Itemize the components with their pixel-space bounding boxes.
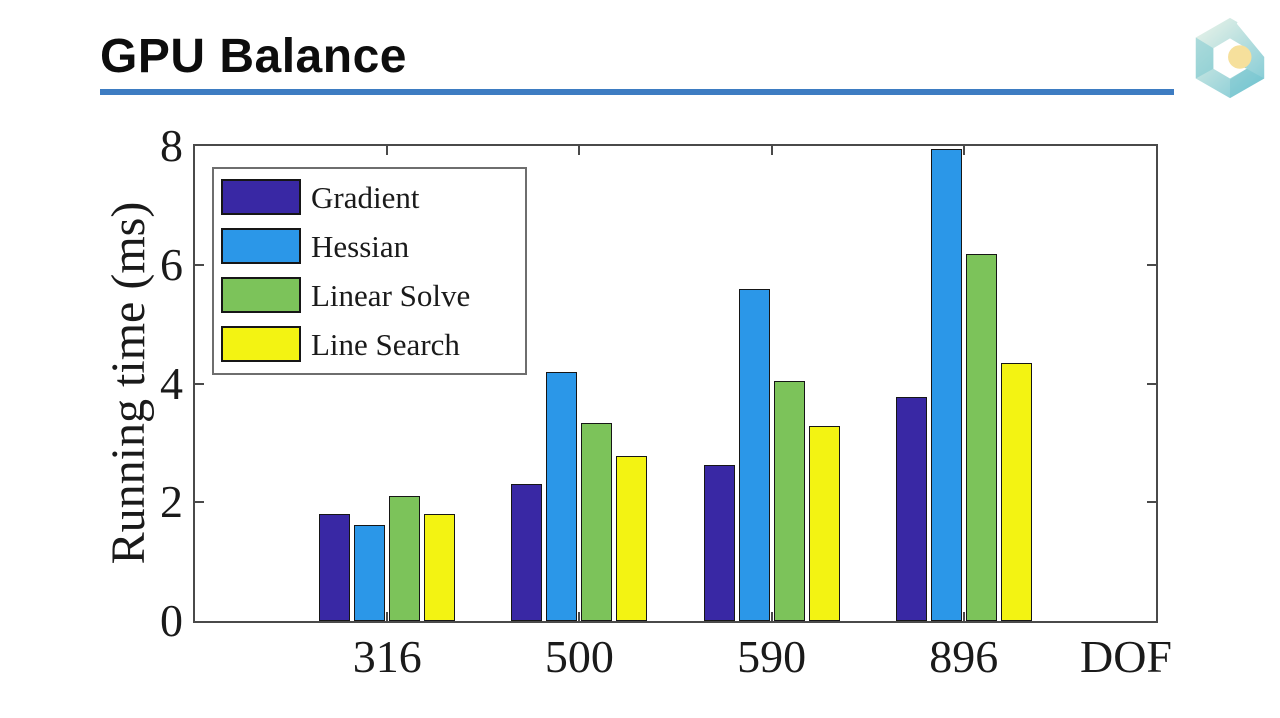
legend-label-gradient: Gradient [311,179,420,215]
y-tick-left-4 [195,382,204,385]
page-title: GPU Balance [100,30,407,83]
legend-label-linear-solve: Linear Solve [311,277,471,313]
x-tick-label-316: 316 [352,631,422,682]
legend-item-gradient: Gradient [221,179,525,215]
y-tick-label-0: 0 [160,595,183,646]
x-tick-top-590 [770,146,773,155]
bar-line-search-dof-590 [808,426,840,621]
bar-gradient-dof-316 [319,514,351,621]
bar-gradient-dof-896 [895,397,927,621]
y-tick-right-4 [1147,382,1156,385]
legend-swatch-linear-solve-icon [221,277,301,313]
bar-linear-solve-dof-896 [965,254,997,621]
y-tick-labels: 0 2 4 6 8 [95,123,183,644]
bar-linear-solve-dof-500 [581,423,613,621]
x-tick-label-500: 500 [544,631,614,682]
y-tick-right-6 [1147,263,1156,266]
bar-linear-solve-dof-316 [389,496,421,621]
x-tick-bottom-316 [386,612,389,621]
bar-hessian-dof-500 [546,371,578,621]
bar-line-search-dof-896 [1000,362,1032,621]
legend-swatch-line-search-icon [221,326,301,362]
bar-linear-solve-dof-590 [773,380,805,621]
bar-hessian-dof-896 [930,148,962,621]
y-tick-left-2 [195,501,204,504]
bar-gradient-dof-500 [511,484,543,621]
x-tick-bottom-896 [962,612,965,621]
y-tick-right-2 [1147,501,1156,504]
x-axis-unit: DOF [1079,631,1173,682]
bar-gradient-dof-590 [703,465,735,621]
x-tick-top-316 [386,146,389,155]
legend-swatch-gradient-icon [221,179,301,215]
x-tick-bottom-590 [770,612,773,621]
legend-swatch-hessian-icon [221,228,301,264]
y-tick-label-2: 2 [160,476,183,528]
bar-hessian-dof-316 [354,524,386,621]
x-tick-bottom-500 [578,612,581,621]
legend: Gradient Hessian Linear Solve Line Search [212,167,527,375]
x-tick-top-500 [578,146,581,155]
legend-item-hessian: Hessian [221,228,525,264]
x-tick-labels: 316 500 590 896 [195,634,1156,694]
y-tick-left-6 [195,263,204,266]
legend-label-line-search: Line Search [311,326,460,362]
legend-item-line-search: Line Search [221,326,525,362]
bar-line-search-dof-316 [424,514,456,621]
hexagon-cube-logo-icon [1195,10,1274,99]
x-tick-top-896 [962,146,965,155]
bar-line-search-dof-500 [616,455,648,621]
y-tick-label-4: 4 [160,357,183,409]
y-tick-label-6: 6 [160,238,183,290]
x-tick-label-590: 590 [737,631,807,682]
bar-hessian-dof-590 [738,288,770,621]
y-tick-label-8: 8 [160,120,183,171]
legend-label-hessian: Hessian [311,228,410,264]
title-underline [100,89,1174,95]
x-tick-label-896: 896 [929,631,999,682]
legend-item-linear-solve: Linear Solve [221,277,525,313]
